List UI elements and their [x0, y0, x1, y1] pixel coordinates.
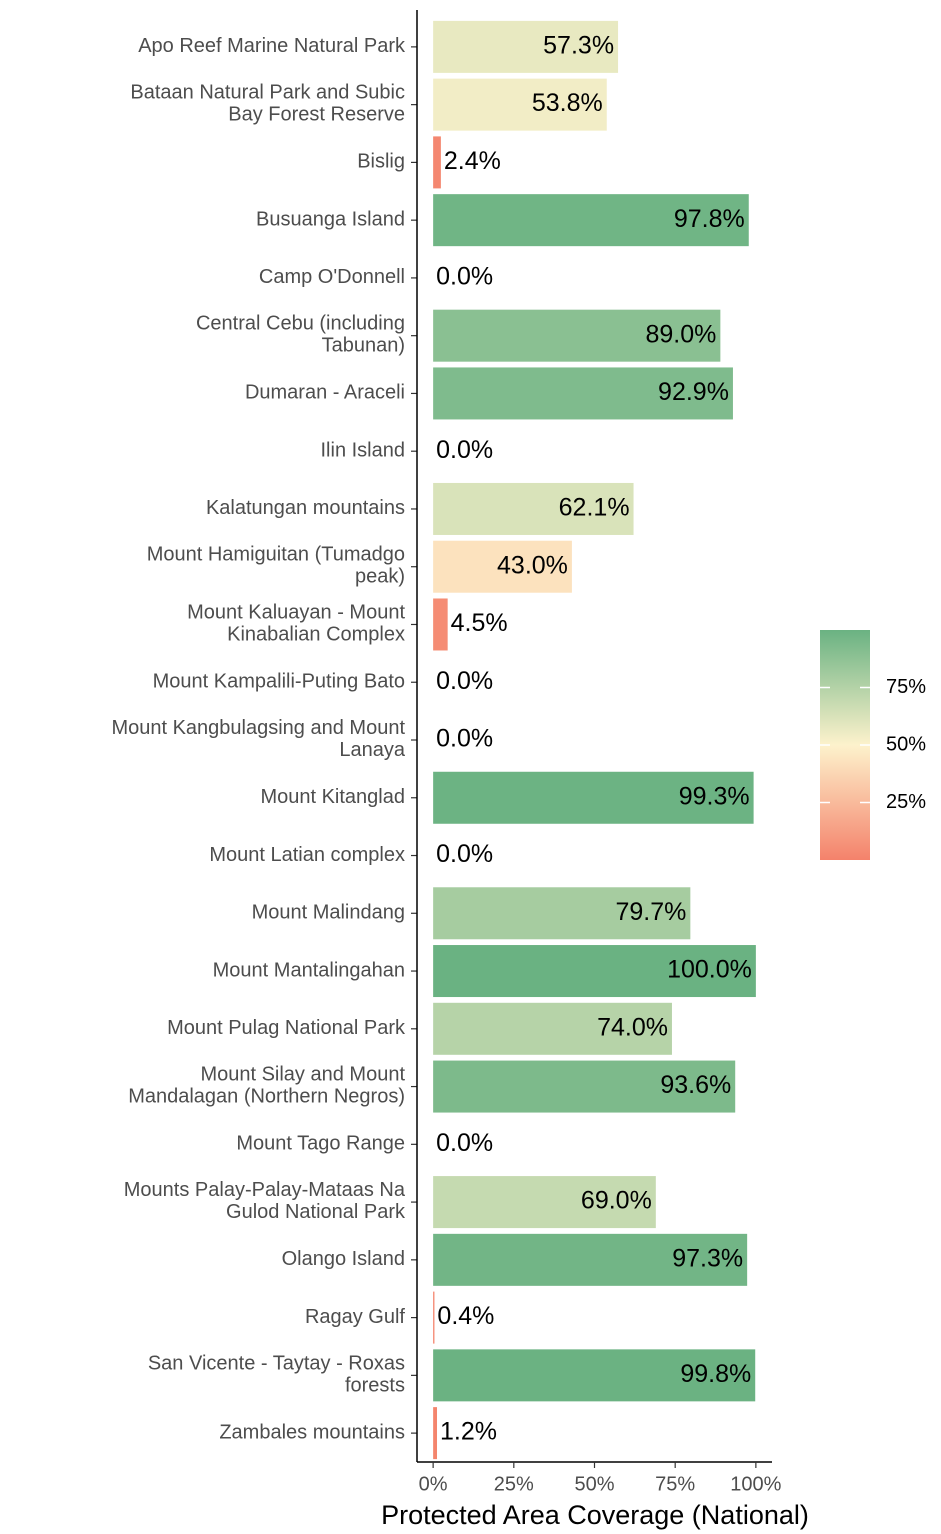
bar	[433, 887, 691, 940]
colorbar-tick-label: 25%	[886, 791, 926, 813]
y-tick-label: Mount Latian complex	[209, 844, 405, 866]
value-label: 100.0%	[667, 956, 752, 984]
value-label: 99.3%	[679, 782, 750, 810]
colorbar-tick-label: 50%	[886, 733, 926, 755]
y-tick-label: Bislig	[357, 151, 405, 173]
x-tick-label: 100%	[730, 1473, 781, 1495]
y-tick-label: Mount Kampalili-Puting Bato	[153, 671, 405, 693]
y-tick-label: Olango Island	[282, 1248, 405, 1270]
value-label: 62.1%	[559, 494, 630, 522]
value-label: 1.2%	[440, 1418, 497, 1446]
value-label: 92.9%	[658, 378, 729, 406]
value-label: 57.3%	[543, 31, 614, 59]
value-label: 74.0%	[597, 1013, 668, 1041]
bar	[433, 1407, 438, 1460]
x-tick-label: 25%	[494, 1473, 534, 1495]
value-label: 97.3%	[672, 1244, 743, 1272]
bar	[433, 1002, 672, 1055]
value-label: 0.0%	[436, 1129, 493, 1157]
value-label: 69.0%	[581, 1187, 652, 1215]
x-axis-title: Protected Area Coverage (National)	[381, 1500, 809, 1530]
value-label: 2.4%	[444, 147, 501, 175]
y-tick-label: Ragay Gulf	[305, 1306, 405, 1328]
x-tick-label: 50%	[574, 1473, 614, 1495]
y-tick-label: Ilin Island	[321, 439, 406, 461]
bar	[433, 1176, 656, 1229]
value-label: 0.0%	[436, 667, 493, 695]
colorbar-tick-label: 75%	[886, 676, 926, 698]
bar	[433, 771, 754, 824]
y-tick-label: Mount Kitanglad	[260, 786, 405, 808]
y-tick-label: Mount Tago Range	[236, 1133, 405, 1155]
bar	[433, 1291, 435, 1344]
value-label: 4.5%	[451, 609, 508, 637]
bar	[433, 309, 721, 362]
value-label: 93.6%	[660, 1071, 731, 1099]
bar	[433, 945, 756, 998]
y-tick-label: Apo Reef Marine Natural Park	[138, 35, 406, 57]
y-tick-label: Mount Hamiguitan (Tumadgo peak)	[147, 544, 405, 588]
y-tick-label: Mount Pulag National Park	[167, 1017, 406, 1039]
y-tick-label: Camp O'Donnell	[259, 266, 405, 288]
y-tick-label: Mount Silay and Mount Mandalagan (Norther…	[128, 1064, 405, 1108]
x-tick-label: 75%	[655, 1473, 695, 1495]
value-label: 53.8%	[532, 89, 603, 117]
y-tick-label: Dumaran - Araceli	[245, 382, 405, 404]
bar	[433, 367, 733, 420]
bar	[433, 1060, 736, 1113]
y-tick-label: Kalatungan mountains	[206, 497, 405, 519]
bar	[433, 20, 619, 73]
value-label: 79.7%	[615, 898, 686, 926]
value-label: 43.0%	[497, 551, 568, 579]
y-tick-label: Mount Malindang	[252, 902, 405, 924]
y-tick-label: Busuanga Island	[256, 208, 405, 230]
bar	[433, 1233, 748, 1286]
y-tick-label: Central Cebu (including Tabunan)	[196, 313, 405, 357]
x-tick-label: 0%	[419, 1473, 448, 1495]
value-label: 0.0%	[436, 725, 493, 753]
bar	[433, 540, 572, 593]
bar	[433, 598, 448, 651]
value-label: 0.0%	[436, 436, 493, 464]
value-label: 0.0%	[436, 840, 493, 868]
bar	[433, 78, 607, 131]
value-label: 99.8%	[680, 1360, 751, 1388]
bar	[433, 1349, 756, 1402]
y-tick-label: San Vicente - Taytay - Roxas forests	[148, 1353, 405, 1397]
y-tick-label: Zambales mountains	[219, 1421, 405, 1443]
value-label: 0.4%	[437, 1302, 494, 1330]
y-tick-label: Mount Kangbulagsing and Mount Lanaya	[111, 717, 405, 761]
value-label: 97.8%	[674, 205, 745, 233]
value-label: 89.0%	[645, 320, 716, 348]
value-label: 0.0%	[436, 263, 493, 291]
y-tick-label: Bataan Natural Park and Subic Bay Forest …	[130, 82, 405, 126]
bar	[433, 482, 634, 535]
y-tick-label: Mount Mantalingahan	[213, 959, 405, 981]
y-tick-label: Mount Kaluayan - Mount Kinabalian Complex	[187, 602, 405, 646]
bar	[433, 194, 749, 247]
y-tick-label: Mounts Palay-Palay-Mataas Na Gulod Nation…	[124, 1179, 406, 1223]
bar	[433, 136, 441, 189]
